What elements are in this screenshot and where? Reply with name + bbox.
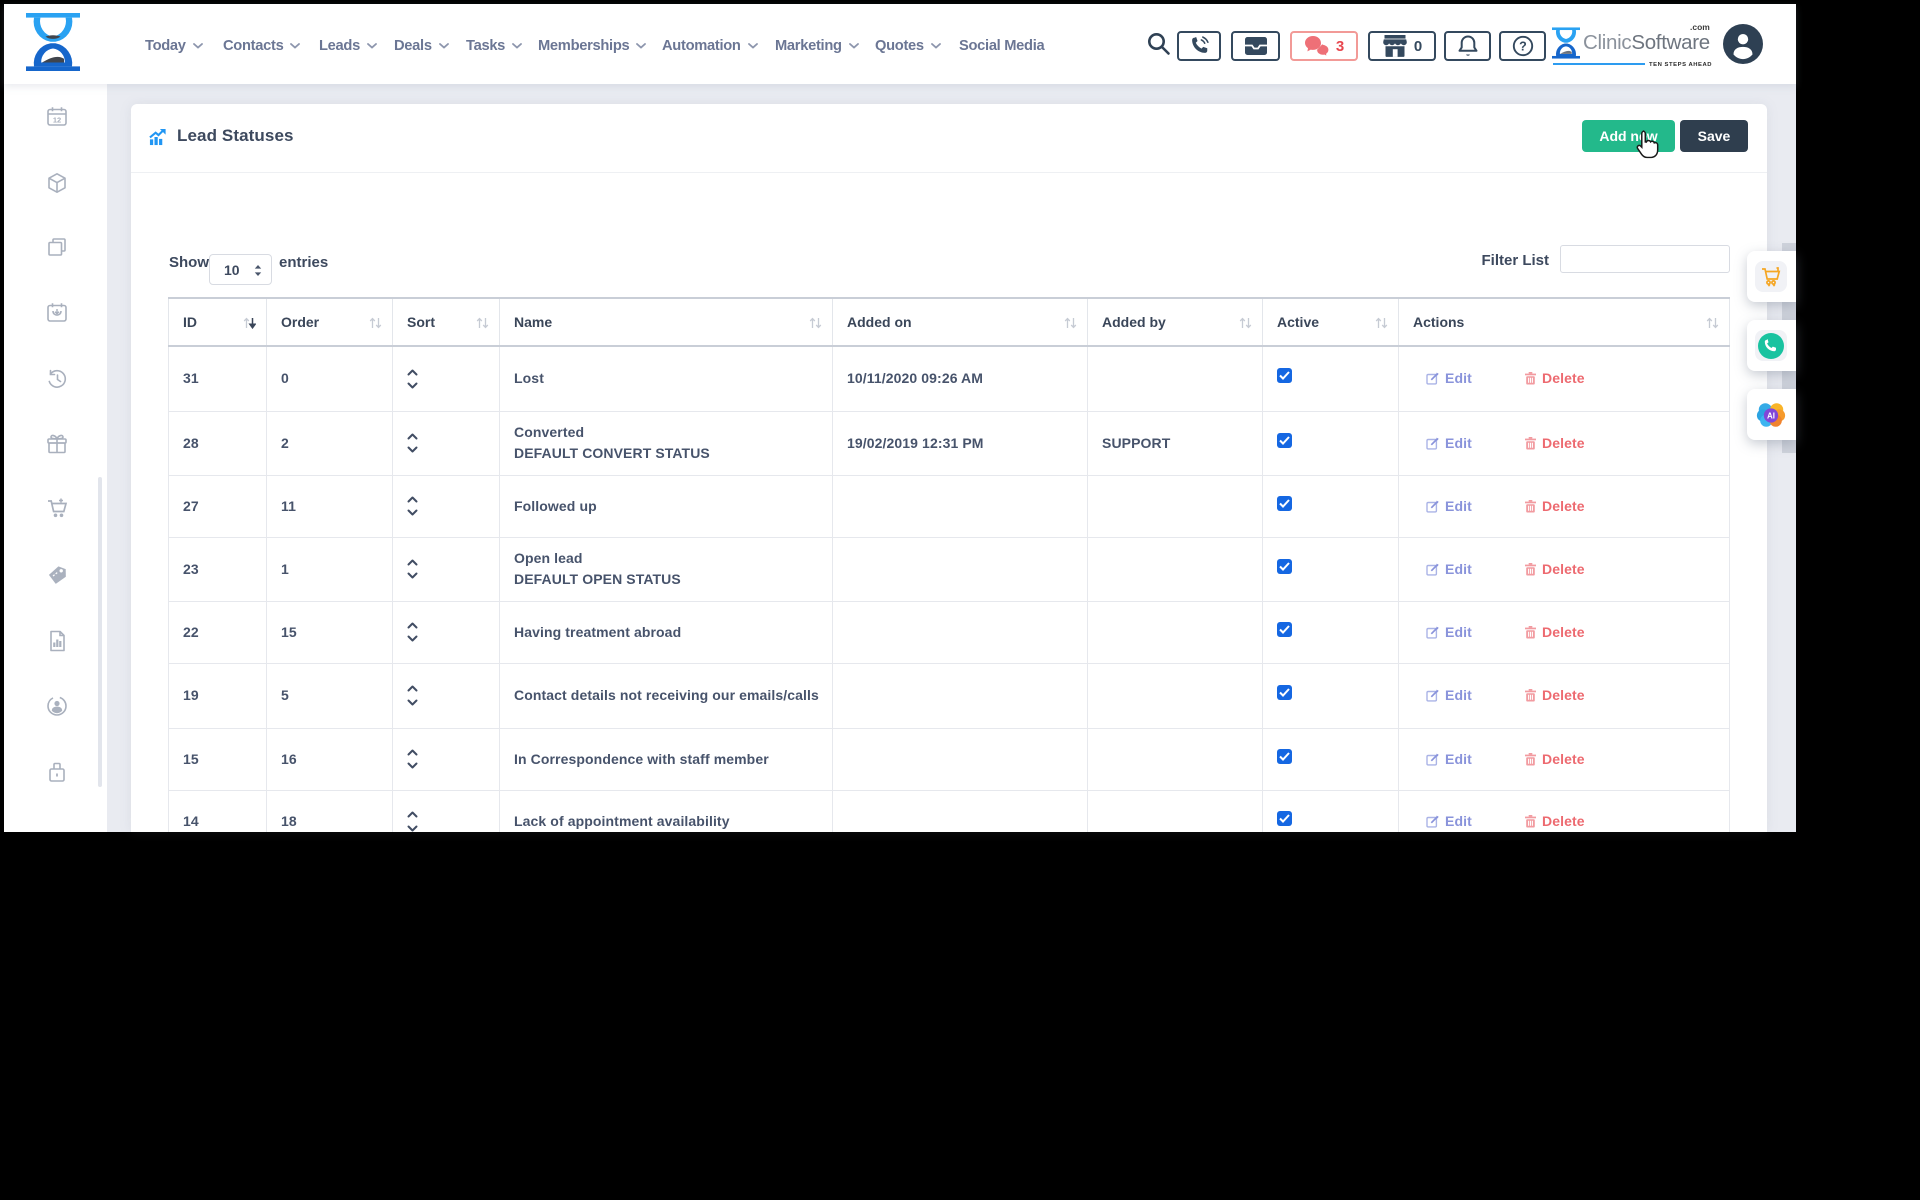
svg-text:12: 12 <box>53 116 61 125</box>
svg-text:?: ? <box>1519 39 1527 53</box>
svg-text:AI: AI <box>1767 411 1775 420</box>
